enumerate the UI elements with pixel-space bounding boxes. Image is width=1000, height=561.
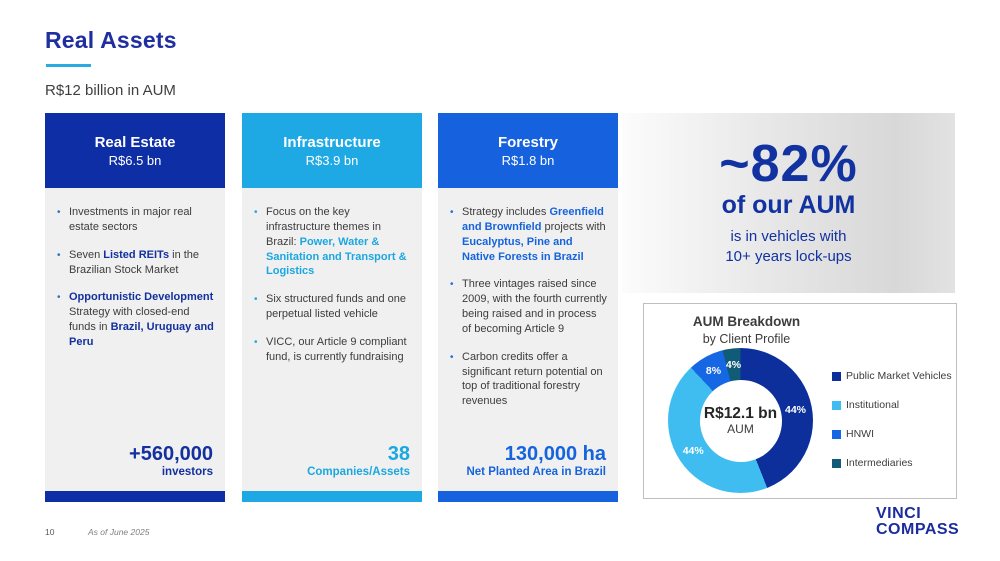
column-stat: +560,000 investors <box>53 443 213 478</box>
column-stat: 38 Companies/Assets <box>250 443 410 478</box>
lockup-highlight: ~82% of our AUM is in vehicles with 10+ … <box>622 113 955 293</box>
bullet-dot-icon: • <box>57 249 61 261</box>
bullet-list: • Investments in major real estate sector… <box>45 188 225 350</box>
bullet-text: Six structured funds and one perpetual l… <box>266 293 407 321</box>
donut-center: R$12.1 bn AUM <box>699 379 782 462</box>
bullet-item: • Investments in major real estate sector… <box>55 205 214 235</box>
bullet-text: Carbon credits offer a significant retur… <box>462 350 603 408</box>
highlight-line4: 10+ years lock-ups <box>725 248 852 266</box>
stat-label: Companies/Assets <box>307 466 410 478</box>
column-title: Forestry <box>497 133 559 151</box>
legend-label: Intermediaries <box>846 457 913 469</box>
bullet-text: VICC, our Article 9 compliant fund, is c… <box>266 335 407 363</box>
bullet-item: • Opportunistic Development Strategy with… <box>55 290 214 349</box>
column-header: Forestry R$1.8 bn <box>438 113 618 188</box>
column-body: • Strategy includes Greenfield and Brownf… <box>438 188 618 491</box>
bullet-item: • Six structured funds and one perpetual … <box>252 292 411 322</box>
column-aum: R$6.5 bn <box>108 152 162 168</box>
bullet-dot-icon: • <box>57 207 61 218</box>
vinci-compass-logo: VINCI COMPASS <box>876 506 959 538</box>
bullet-item: • Three vintages raised since 2009, with … <box>448 277 607 336</box>
donut-center-value: R$12.1 bn <box>703 404 778 422</box>
legend-swatch-icon <box>832 371 841 381</box>
bullet-dot-icon: • <box>254 207 258 218</box>
bullet-text: Focus on the key infrastructure themes i… <box>266 206 407 278</box>
column-header: Real Estate R$6.5 bn <box>45 113 225 188</box>
bullet-text: Opportunistic Development Strategy with … <box>69 291 214 348</box>
chart-title-line1: AUM Breakdown <box>692 314 801 329</box>
bullet-text: Three vintages raised since 2009, with t… <box>462 278 607 335</box>
bullet-dot-icon: • <box>450 351 454 363</box>
column-aum: R$1.8 bn <box>501 152 555 168</box>
legend-swatch-icon <box>832 458 841 468</box>
column-real-estate: Real Estate R$6.5 bn • Investments in maj… <box>45 113 225 502</box>
column-forestry: Forestry R$1.8 bn • Strategy includes Gre… <box>438 113 618 502</box>
column-aum: R$3.9 bn <box>305 152 359 168</box>
logo-line2: COMPASS <box>876 521 960 538</box>
bullet-item: • VICC, our Article 9 compliant fund, is … <box>252 335 411 365</box>
highlight-line2: of our AUM <box>721 191 856 220</box>
column-infrastructure: Infrastructure R$3.9 bn • Focus on the ke… <box>242 113 422 502</box>
column-stat: 130,000 ha Net Planted Area in Brazil <box>446 443 606 478</box>
donut-slice-label: 44% <box>682 444 704 457</box>
legend-item: HNWI <box>832 428 952 440</box>
logo-line1: VINCI <box>876 505 922 522</box>
bullet-dot-icon: • <box>450 207 454 218</box>
bullet-text: Seven Listed REITs in the Brazilian Stoc… <box>69 248 200 276</box>
stat-value: 38 <box>387 443 410 465</box>
bullet-item: • Carbon credits offer a significant retu… <box>448 350 607 409</box>
chart-legend: Public Market Vehicles Institutional HNWI I… <box>832 370 952 486</box>
title-underline <box>46 64 91 67</box>
bullet-dot-icon: • <box>450 279 454 291</box>
bullet-list: • Strategy includes Greenfield and Brownf… <box>438 188 618 409</box>
stat-label: investors <box>161 466 213 478</box>
bullet-dot-icon: • <box>57 292 61 304</box>
page-subtitle: R$12 billion in AUM <box>45 82 176 99</box>
donut-chart: R$12.1 bn AUM 44% 44% 8% 4% <box>668 348 813 493</box>
legend-item: Intermediaries <box>832 457 952 469</box>
stat-label: Net Planted Area in Brazil <box>466 466 606 478</box>
page-number: 10 <box>45 527 55 537</box>
donut-slice-label: 4% <box>725 358 742 371</box>
column-body: • Investments in major real estate sector… <box>45 188 225 491</box>
highlight-percentage: ~82% <box>719 135 858 194</box>
column-bottom-bar <box>242 491 422 502</box>
chart-title-line2: by Client Profile <box>702 331 791 346</box>
bullet-dot-icon: • <box>254 294 258 306</box>
legend-label: Public Market Vehicles <box>846 370 952 382</box>
legend-label: Institutional <box>846 399 900 411</box>
stat-value: +560,000 <box>129 443 213 465</box>
bullet-list: • Focus on the key infrastructure themes … <box>242 188 422 365</box>
column-title: Infrastructure <box>283 133 381 151</box>
highlight-line3: is in vehicles with <box>730 228 847 246</box>
legend-item: Public Market Vehicles <box>832 370 952 382</box>
bullet-item: • Seven Listed REITs in the Brazilian Sto… <box>55 248 214 278</box>
column-bottom-bar <box>45 491 225 502</box>
chart-title: AUM Breakdown by Client Profile <box>654 313 839 347</box>
bullet-dot-icon: • <box>254 336 258 348</box>
aum-breakdown-chart: AUM Breakdown by Client Profile R$12.1 b… <box>643 303 957 499</box>
donut-center-label: AUM <box>727 422 754 437</box>
column-header: Infrastructure R$3.9 bn <box>242 113 422 188</box>
donut-slice-label: 44% <box>784 404 807 416</box>
bullet-item: • Focus on the key infrastructure themes … <box>252 205 411 279</box>
as-of-date-note: As of June 2025 <box>88 527 150 537</box>
legend-label: HNWI <box>846 428 874 440</box>
column-bottom-bar <box>438 491 618 502</box>
column-body: • Focus on the key infrastructure themes … <box>242 188 422 491</box>
legend-swatch-icon <box>832 400 841 410</box>
donut-slice-label: 8% <box>705 365 722 378</box>
legend-item: Institutional <box>832 399 952 411</box>
bullet-item: • Strategy includes Greenfield and Brownf… <box>448 205 607 264</box>
page-title: Real Assets <box>45 27 177 53</box>
stat-value: 130,000 ha <box>504 443 606 465</box>
bullet-text: Investments in major real estate sectors <box>69 206 192 233</box>
bullet-text: Strategy includes Greenfield and Brownfi… <box>462 206 606 263</box>
column-title: Real Estate <box>94 133 176 151</box>
legend-swatch-icon <box>832 429 841 439</box>
